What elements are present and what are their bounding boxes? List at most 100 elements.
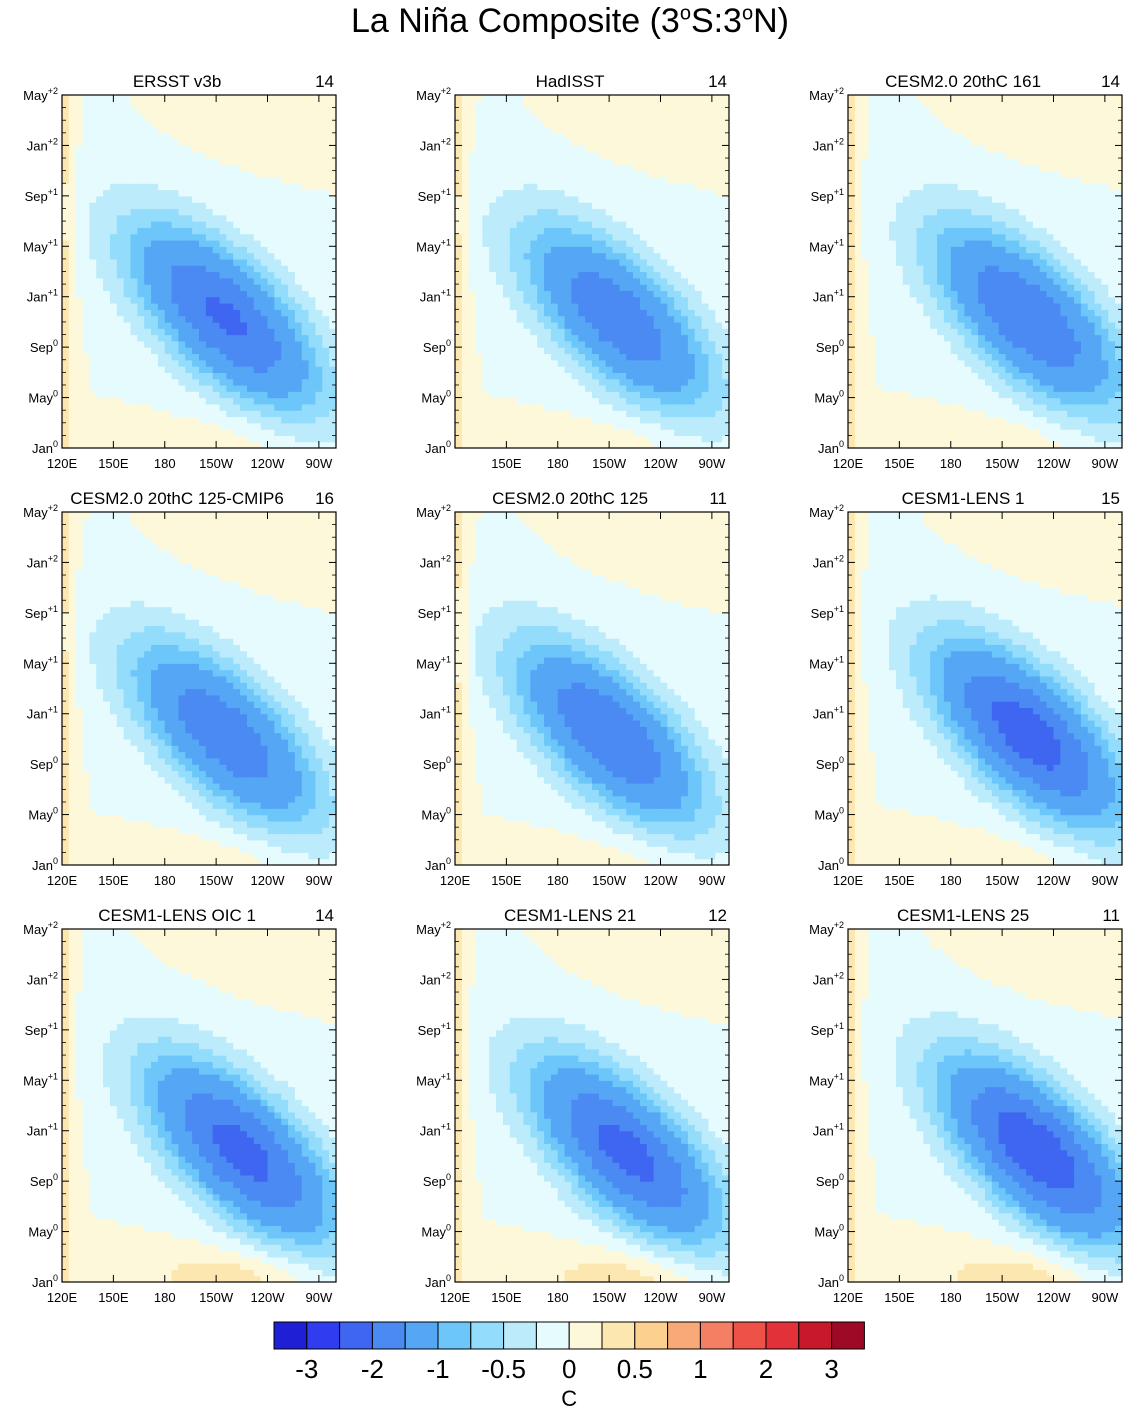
field-cell (103, 429, 110, 436)
field-cell (62, 259, 69, 266)
field-cell (288, 391, 295, 398)
field-cell (76, 221, 83, 228)
field-cell (503, 391, 510, 398)
field-cell (503, 171, 510, 178)
field-cell (165, 133, 172, 140)
field-cell (220, 410, 227, 417)
field-cell (261, 366, 268, 373)
field-cell (76, 284, 83, 291)
field-cell (302, 120, 309, 127)
field-cell (69, 253, 76, 260)
field-cell (83, 221, 90, 228)
field-cell (131, 309, 138, 316)
field-cell (503, 221, 510, 228)
field-cell (124, 265, 131, 272)
field-cell (62, 127, 69, 134)
field-cell (489, 404, 496, 411)
field-cell (151, 410, 158, 417)
field-cell (185, 353, 192, 360)
field-cell (268, 177, 275, 184)
field-cell (455, 347, 462, 354)
field-cell (462, 372, 469, 379)
field-cell (110, 139, 117, 146)
field-cell (496, 335, 503, 342)
field-cell (89, 322, 96, 329)
field-cell (117, 385, 124, 392)
field-cell (178, 164, 185, 171)
field-cell (206, 372, 213, 379)
field-cell (268, 347, 275, 354)
field-cell (62, 183, 69, 190)
field-cell (274, 410, 281, 417)
field-cell (192, 183, 199, 190)
field-cell (185, 215, 192, 222)
field-cell (165, 265, 172, 272)
field-cell (185, 108, 192, 115)
field-cell (268, 322, 275, 329)
field-cell (213, 416, 220, 423)
field-cell (510, 416, 517, 423)
field-cell (254, 208, 261, 215)
field-cell (131, 404, 138, 411)
field-cell (165, 120, 172, 127)
field-cell (144, 196, 151, 203)
field-cell (137, 190, 144, 197)
field-cell (199, 120, 206, 127)
field-cell (172, 240, 179, 247)
field-cell (117, 215, 124, 222)
field-cell (462, 171, 469, 178)
field-cell (69, 316, 76, 323)
field-cell (295, 278, 302, 285)
field-cell (192, 391, 199, 398)
field-cell (240, 108, 247, 115)
field-cell (89, 429, 96, 436)
field-cell (268, 120, 275, 127)
field-cell (247, 108, 254, 115)
field-cell (117, 309, 124, 316)
field-cell (462, 278, 469, 285)
field-cell (117, 259, 124, 266)
field-cell (281, 278, 288, 285)
field-cell (462, 127, 469, 134)
field-cell (233, 227, 240, 234)
field-cell (309, 366, 316, 373)
field-cell (489, 316, 496, 323)
field-cell (254, 221, 261, 228)
field-cell (206, 284, 213, 291)
field-cell (124, 372, 131, 379)
field-cell (274, 404, 281, 411)
field-cell (206, 120, 213, 127)
field-cell (117, 366, 124, 373)
field-cell (462, 303, 469, 310)
field-cell (274, 183, 281, 190)
field-cell (476, 221, 483, 228)
field-cell (247, 272, 254, 279)
field-cell (206, 108, 213, 115)
field-cell (274, 391, 281, 398)
field-cell (83, 114, 90, 121)
field-cell (247, 120, 254, 127)
field-cell (124, 284, 131, 291)
field-cell (274, 133, 281, 140)
field-cell (220, 416, 227, 423)
field-cell (151, 114, 158, 121)
field-cell (281, 372, 288, 379)
field-cell (482, 158, 489, 165)
field-cell (124, 164, 131, 171)
field-cell (185, 152, 192, 159)
field-cell (482, 227, 489, 234)
field-cell (233, 328, 240, 335)
field-cell (69, 101, 76, 108)
field-cell (302, 133, 309, 140)
field-cell (261, 429, 268, 436)
field-cell (274, 341, 281, 348)
field-cell (137, 366, 144, 373)
field-cell (240, 253, 247, 260)
field-cell (213, 120, 220, 127)
field-cell (489, 379, 496, 386)
field-cell (261, 316, 268, 323)
field-cell (226, 108, 233, 115)
field-cell (206, 297, 213, 304)
field-cell (76, 190, 83, 197)
field-cell (302, 423, 309, 430)
